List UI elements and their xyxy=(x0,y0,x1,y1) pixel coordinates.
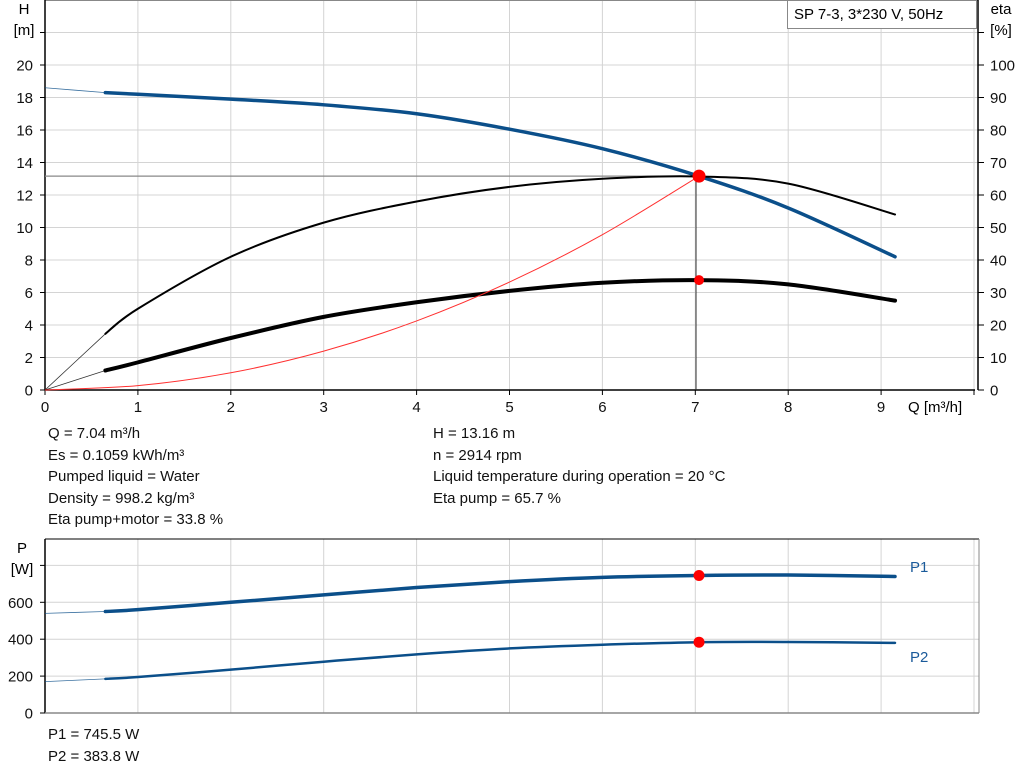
eta-pump-curve xyxy=(104,175,897,335)
eta-pump-motor-curve-extension xyxy=(44,370,106,391)
head-curve-extension xyxy=(44,87,106,94)
y2-axis-unit: [%] xyxy=(990,22,1012,39)
info-right: H = 13.16 m n = 2914 rpm Liquid temperat… xyxy=(433,423,725,509)
p2-curve-extension xyxy=(44,678,106,683)
p1-curve-extension xyxy=(44,611,106,614)
x-tick-label: 5 xyxy=(505,399,513,416)
y-tick-label: 18 xyxy=(16,90,33,107)
y-tick-label: 400 xyxy=(8,632,33,649)
info-p2: P2 = 383.8 W xyxy=(48,747,140,765)
y2-tick-label: 50 xyxy=(990,220,1007,237)
x-tick-label: 2 xyxy=(227,399,235,416)
y-tick-label: 2 xyxy=(25,350,33,367)
info-speed: n = 2914 rpm xyxy=(433,446,522,464)
info-flow: Q = 7.04 m³/h xyxy=(48,425,141,442)
x-tick-label: 3 xyxy=(320,399,328,416)
info-specific-energy: Es = 0.1059 kWh/m³ xyxy=(48,446,185,464)
y-tick-label: 0 xyxy=(25,383,33,400)
y-tick-label: 600 xyxy=(8,595,33,612)
info-pumped-liquid: Pumped liquid = Water xyxy=(48,468,200,485)
y-tick-label: 16 xyxy=(16,123,33,140)
p1-series-label: P1 xyxy=(910,559,928,576)
y2-tick-label: 10 xyxy=(990,350,1007,367)
x-axis-label: Q [m³/h] xyxy=(908,399,962,416)
p2-curve xyxy=(104,640,897,681)
p1-curve xyxy=(103,573,897,614)
info-eta-pump: Eta pump = 65.7 % xyxy=(433,489,561,507)
y2-tick-label: 40 xyxy=(990,253,1007,270)
x-tick-label: 8 xyxy=(784,399,792,416)
x-tick-label: 6 xyxy=(598,399,606,416)
y-axis-label: H xyxy=(19,1,30,18)
y2-tick-label: 90 xyxy=(990,90,1007,107)
y-tick-label: 14 xyxy=(16,155,33,172)
info-head: H = 13.16 m xyxy=(433,425,516,442)
info-p1: P1 = 745.5 W xyxy=(48,726,140,743)
x-tick-label: 9 xyxy=(877,399,885,416)
info-density: Density = 998.2 kg/m³ xyxy=(48,489,195,507)
operating-point-head xyxy=(692,169,706,183)
y-tick-label: 10 xyxy=(16,220,33,237)
y-tick-label: 4 xyxy=(25,318,33,335)
power-info: P1 = 745.5 W P2 = 383.8 W xyxy=(48,724,139,767)
y-axis-label: P xyxy=(17,540,27,557)
operating-point-p1 xyxy=(693,569,705,581)
p2-series-label: P2 xyxy=(910,649,928,666)
title-box xyxy=(787,0,977,29)
operating-point-p2 xyxy=(693,636,705,648)
y2-tick-label: 80 xyxy=(990,123,1007,140)
operating-point-eta-pump-motor xyxy=(694,275,705,286)
x-tick-label: 4 xyxy=(412,399,420,416)
info-liquid-temperature: Liquid temperature during operation = 20… xyxy=(433,468,726,485)
eta-pump-curve-extension xyxy=(44,333,106,391)
y2-axis-label: eta xyxy=(991,1,1013,18)
x-tick-label: 7 xyxy=(691,399,699,416)
y2-tick-label: 100 xyxy=(990,58,1015,75)
y-tick-label: 12 xyxy=(16,188,33,205)
info-eta-pump-motor: Eta pump+motor = 33.8 % xyxy=(48,511,224,528)
y2-tick-label: 0 xyxy=(990,383,998,400)
eta-pump-motor-curve xyxy=(103,278,898,373)
y2-tick-label: 60 xyxy=(990,188,1007,205)
y2-tick-label: 30 xyxy=(990,285,1007,302)
y-axis-unit: [m] xyxy=(14,22,35,39)
chart-title: SP 7-3, 3*230 V, 50Hz xyxy=(794,6,943,23)
y2-tick-label: 20 xyxy=(990,318,1007,335)
y-axis-unit: [W] xyxy=(11,561,34,578)
head-curve xyxy=(103,90,897,259)
x-tick-label: 1 xyxy=(134,399,142,416)
y-tick-label: 6 xyxy=(25,285,33,302)
y2-tick-label: 70 xyxy=(990,155,1007,172)
info-left: Q = 7.04 m³/h Es = 0.1059 kWh/m³ Pumped … xyxy=(48,423,223,531)
system-curve xyxy=(44,175,700,391)
y-tick-label: 8 xyxy=(25,253,33,270)
y-tick-label: 0 xyxy=(25,706,33,723)
y-tick-label: 20 xyxy=(16,58,33,75)
x-tick-label: 0 xyxy=(41,399,49,416)
y-tick-label: 200 xyxy=(8,669,33,686)
